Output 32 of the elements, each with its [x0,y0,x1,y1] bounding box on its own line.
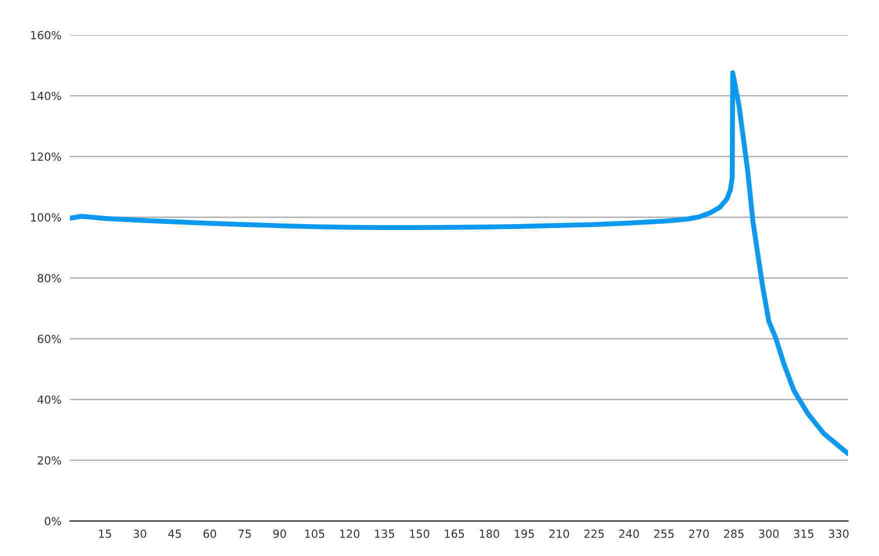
x-tick-label: 270 [689,530,709,538]
x-tick-label: 45 [168,530,181,538]
x-tick-label: 285 [724,530,744,538]
y-tick-label: 20% [38,456,62,465]
x-tick-label: 150 [410,530,430,538]
x-tick-label: 330 [828,530,849,538]
x-tick-label: 195 [514,530,534,538]
x-tick-label: 90 [273,530,286,538]
y-tick-label: 0% [44,516,62,526]
x-tick-label: 135 [375,530,394,538]
x-tick-label: 300 [759,530,779,538]
y-tick-label: 40% [38,395,62,404]
y-tick-label: 60% [38,334,62,344]
x-tick-label: 240 [619,530,639,538]
x-tick-label: 180 [480,530,500,538]
y-tick-label: 160% [31,30,62,40]
x-tick-label: 210 [549,530,570,538]
x-tick-label: 75 [238,530,251,538]
x-tick-label: 315 [794,530,814,538]
y-tick-label: 100% [31,213,62,222]
x-tick-label: 165 [444,530,464,538]
x-tick-label: 60 [203,530,216,538]
y-tick-label: 140% [31,92,62,100]
x-tick-label: 15 [99,530,112,538]
x-tick-label: 255 [654,530,674,538]
x-tick-label: 120 [340,530,360,538]
line-series [70,70,848,456]
x-tick-label: 30 [134,530,146,538]
x-tick-label: 225 [584,530,604,538]
x-tick-label: 105 [305,530,324,538]
y-tick-label: 120% [31,152,62,161]
y-tick-label: 80% [38,274,62,282]
